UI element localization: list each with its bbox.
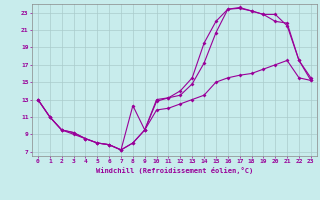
X-axis label: Windchill (Refroidissement éolien,°C): Windchill (Refroidissement éolien,°C)	[96, 167, 253, 174]
